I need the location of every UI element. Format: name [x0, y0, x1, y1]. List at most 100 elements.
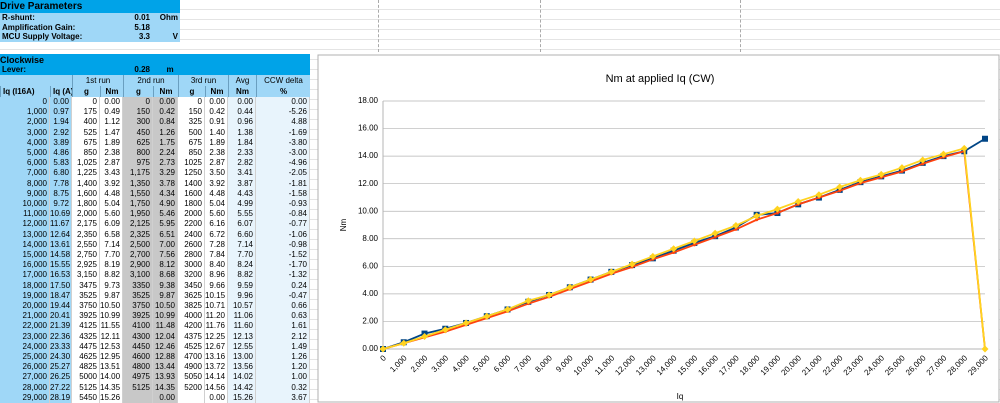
table-cell: 12.13	[228, 331, 256, 343]
table-cell: 1.49	[256, 341, 310, 353]
table-cell: 0.00	[153, 97, 178, 108]
table-cell: 24,000	[0, 341, 50, 353]
table-cell: 7.84	[205, 250, 228, 261]
table-cell: 2,325	[123, 229, 153, 241]
table-cell: 8.82	[100, 270, 123, 281]
table-cell: 11,000	[0, 209, 50, 220]
table-cell: 4475	[72, 341, 100, 353]
params-title: Drive Parameters	[0, 0, 180, 13]
y-tick-label: 4.00	[362, 289, 378, 298]
table-cell: 13.56	[228, 362, 256, 373]
table-cell: 2.38	[205, 148, 228, 159]
group-header: 1st run	[72, 75, 123, 86]
table-cell: 2200	[178, 219, 205, 230]
table-cell: 27,000	[0, 372, 50, 383]
table-cell: 2.33	[228, 148, 256, 159]
table-cell: 15.55	[50, 260, 72, 271]
table-cell: 1.84	[228, 137, 256, 149]
table-cell: 25.27	[50, 362, 72, 373]
table-cell: 19.44	[50, 301, 72, 312]
table-cell: 1,800	[72, 199, 100, 210]
table-cell: 3450	[178, 280, 205, 292]
marker	[649, 252, 657, 260]
table-cell: 3.67	[256, 392, 310, 403]
table-cell: 175	[72, 107, 100, 118]
table-cell: -0.98	[256, 239, 310, 251]
table-cell: 13.51	[100, 362, 123, 373]
table-cell: 24.30	[50, 352, 72, 363]
y-tick-label: 18.00	[358, 96, 379, 105]
table-cell: 850	[72, 148, 100, 159]
table-cell: 7.78	[50, 178, 72, 190]
marker	[755, 218, 759, 222]
marker	[939, 150, 947, 158]
table-cell: -1.70	[256, 260, 310, 271]
table-cell: 7.14	[228, 239, 256, 251]
marker	[838, 189, 842, 193]
table-cell: 13.93	[153, 372, 178, 383]
marker	[462, 319, 470, 327]
table-cell: 22.36	[50, 331, 72, 343]
table-cell: -4.96	[256, 158, 310, 169]
marker	[794, 197, 802, 205]
table-cell: 2,550	[72, 239, 100, 251]
table-cell: 4625	[72, 352, 100, 363]
param-label: MCU Supply Voltage:	[2, 32, 83, 41]
table-cell: 0.42	[205, 107, 228, 118]
table-cell: 14.14	[205, 372, 228, 383]
table-cell: 625	[123, 137, 153, 149]
table-cell: 10.57	[228, 301, 256, 312]
table-cell: 10.99	[153, 311, 178, 322]
table-cell: 21,000	[0, 311, 50, 322]
table-cell: 22,000	[0, 321, 50, 332]
table-cell: 5200	[178, 382, 205, 394]
table-cell: 25,000	[0, 352, 50, 363]
table-cell: 2,500	[123, 239, 153, 251]
marker	[734, 227, 738, 231]
table-cell: 1.89	[205, 137, 228, 149]
marker	[815, 191, 823, 199]
table-cell: 0.66	[256, 301, 310, 312]
table-cell: 13,000	[0, 229, 50, 241]
table-cell: 450	[123, 127, 153, 139]
marker	[775, 211, 779, 215]
table-cell: 3.43	[100, 168, 123, 179]
table-cell: 7.00	[153, 239, 178, 251]
table-cell: 500	[178, 127, 205, 139]
table-cell: 11.48	[153, 321, 178, 332]
table-cell: 2.73	[153, 158, 178, 169]
marker	[628, 260, 636, 268]
table-cell: 2,175	[72, 219, 100, 230]
table-cell: 4600	[123, 352, 153, 363]
table-cell: 18,000	[0, 280, 50, 292]
table-cell: 3.89	[50, 137, 72, 149]
table-cell: 26,000	[0, 362, 50, 373]
table-cell: 0.84	[153, 117, 178, 128]
vline	[378, 0, 379, 52]
table-cell: 2.87	[205, 158, 228, 169]
table-cell: 10.50	[100, 301, 123, 312]
marker	[483, 312, 491, 320]
marker	[981, 345, 989, 353]
table-cell: 16.53	[50, 270, 72, 281]
table-cell: 0.24	[256, 280, 310, 292]
table-cell: 12.55	[228, 341, 256, 353]
table-cell: 2600	[178, 239, 205, 251]
table-cell: 7.70	[228, 250, 256, 261]
table-cell: 14.00	[100, 372, 123, 383]
table-cell: 15.26	[228, 392, 256, 403]
column-header: Nm	[100, 86, 123, 97]
table-cell: 9.96	[228, 290, 256, 302]
table-cell: -1.32	[256, 270, 310, 281]
table-cell: 5.46	[153, 209, 178, 220]
table-cell: 8.12	[153, 260, 178, 271]
marker	[732, 222, 740, 230]
table-cell: 8,000	[0, 178, 50, 190]
table-cell	[123, 392, 153, 403]
table-cell: 26.25	[50, 372, 72, 383]
table-cell: 13.00	[228, 352, 256, 363]
table-cell: 10,000	[0, 199, 50, 210]
table-cell: 4.48	[205, 188, 228, 200]
